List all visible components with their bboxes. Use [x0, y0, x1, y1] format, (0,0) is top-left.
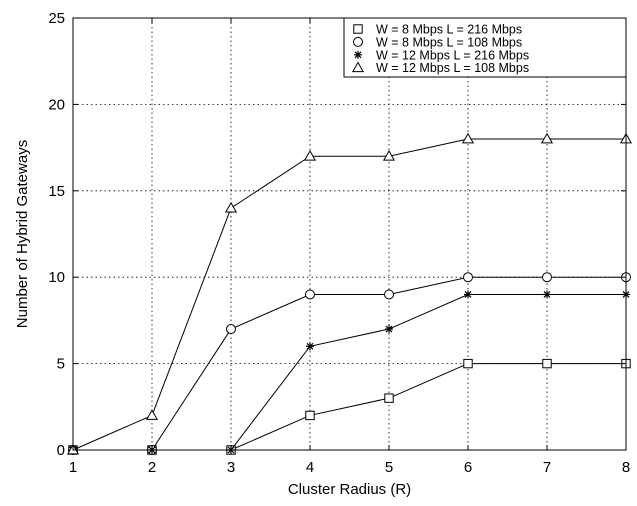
x-tick-label: 1 [69, 459, 77, 476]
data-point-square [305, 410, 315, 421]
data-point-circle [463, 272, 473, 283]
x-tick-label: 5 [385, 459, 393, 476]
legend-item: W = 12 Mbps L = 108 Mbps [351, 61, 529, 75]
y-tick-label: 10 [48, 269, 65, 286]
tick-labels: 1 2 3 4 5 6 7 8 0 5 10 15 20 25 [48, 10, 630, 476]
legend-marker-triangle [351, 61, 365, 73]
data-point-circle [305, 289, 315, 300]
plot-frame [72, 17, 627, 451]
legend-label: W = 12 Mbps L = 108 Mbps [376, 61, 529, 75]
series-line [73, 276, 626, 451]
data-point-circle [226, 324, 236, 335]
legend-label: W = 12 Mbps L = 216 Mbps [376, 48, 529, 62]
data-point-square [542, 358, 552, 369]
x-tick-label: 2 [148, 459, 156, 476]
data-point-triangle [382, 150, 396, 161]
x-tick-label: 6 [464, 459, 472, 476]
legend-marker-square [353, 24, 363, 34]
data-point-star [464, 290, 472, 299]
data-point-square [384, 393, 394, 403]
data-point-triangle [461, 132, 475, 144]
series-line [72, 138, 626, 451]
data-point-triangle [224, 201, 238, 213]
data-point-star [306, 342, 314, 351]
data-point-triangle [540, 132, 554, 144]
x-tick-label: 8 [622, 459, 630, 476]
x-tick-label: 3 [227, 459, 235, 476]
y-tick-label: 0 [57, 442, 65, 459]
legend-marker-circle [353, 36, 363, 47]
legend-item: W = 12 Mbps L = 216 Mbps [354, 48, 529, 62]
data-point-star [543, 290, 551, 299]
data-point-square [463, 358, 473, 369]
data-point-triangle [303, 150, 317, 161]
y-axis-label: Number of Hybrid Gateways [14, 140, 31, 328]
data-point-circle [542, 272, 552, 283]
legend-item: W = 8 Mbps L = 216 Mbps [353, 23, 522, 37]
series-line [73, 293, 626, 451]
y-tick-label: 25 [48, 10, 65, 27]
series-1 [68, 358, 631, 455]
grid [73, 18, 626, 450]
data-point-star [385, 325, 393, 334]
legend-marker-star [354, 50, 362, 59]
data-point-triangle [145, 409, 159, 420]
y-tick-label: 20 [48, 96, 65, 113]
legend-label: W = 8 Mbps L = 216 Mbps [376, 23, 522, 37]
legend-item: W = 8 Mbps L = 108 Mbps [353, 35, 522, 49]
x-tick-label: 7 [543, 459, 551, 476]
y-tick-label: 5 [57, 356, 65, 373]
legend-label: W = 8 Mbps L = 108 Mbps [376, 35, 522, 49]
series-3 [69, 290, 630, 454]
y-tick-label: 15 [48, 183, 65, 200]
x-tick-label: 4 [306, 459, 314, 476]
data-point-circle [384, 289, 394, 300]
series-line [73, 363, 626, 451]
ticks [72, 17, 627, 451]
x-axis-label: Cluster Radius (R) [288, 481, 411, 498]
legend-box [343, 17, 627, 78]
